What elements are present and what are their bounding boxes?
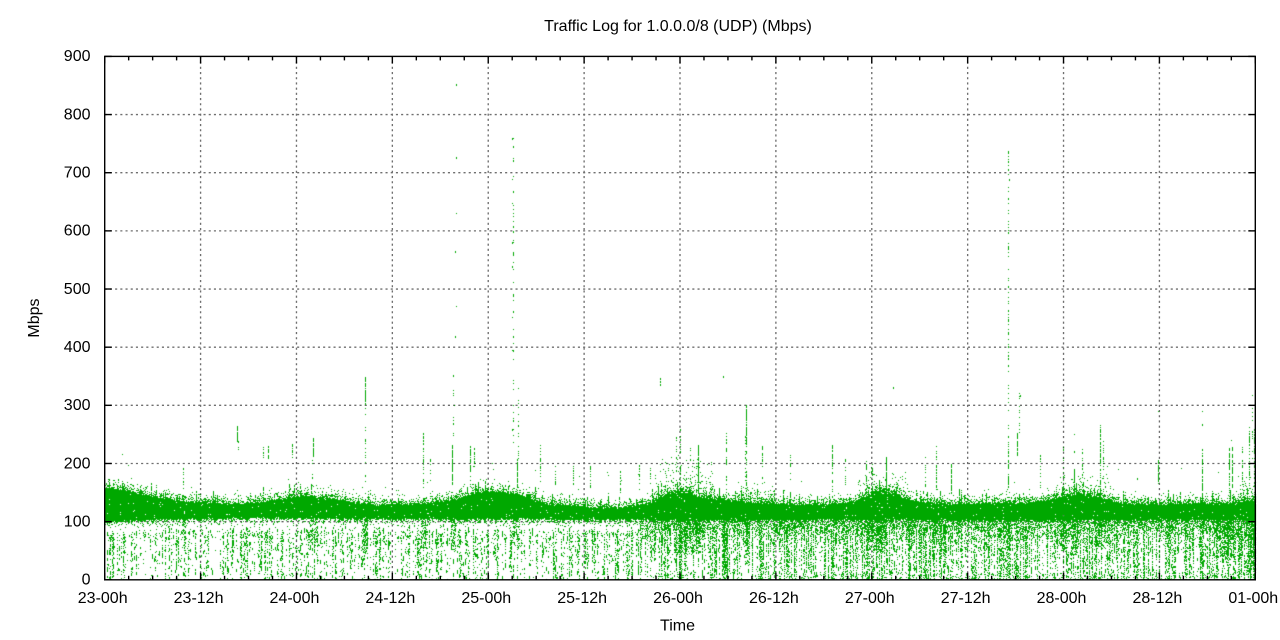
svg-text:27-00h: 27-00h	[845, 590, 895, 607]
svg-text:Time: Time	[660, 617, 695, 634]
svg-text:100: 100	[64, 513, 91, 530]
svg-text:28-00h: 28-00h	[1037, 590, 1087, 607]
svg-text:700: 700	[64, 165, 91, 182]
svg-text:28-12h: 28-12h	[1133, 590, 1183, 607]
svg-text:300: 300	[64, 397, 91, 414]
svg-text:Traffic Log for 1.0.0.0/8 (UDP: Traffic Log for 1.0.0.0/8 (UDP) (Mbps)	[544, 18, 812, 35]
svg-text:24-00h: 24-00h	[270, 590, 320, 607]
svg-text:01-00h: 01-00h	[1228, 590, 1278, 607]
svg-text:500: 500	[64, 281, 91, 298]
svg-text:900: 900	[64, 48, 91, 65]
svg-text:Mbps: Mbps	[26, 298, 43, 337]
svg-text:24-12h: 24-12h	[365, 590, 415, 607]
svg-text:26-12h: 26-12h	[749, 590, 799, 607]
svg-text:26-00h: 26-00h	[653, 590, 703, 607]
svg-text:27-12h: 27-12h	[941, 590, 991, 607]
svg-text:0: 0	[82, 572, 91, 589]
svg-text:23-12h: 23-12h	[174, 590, 224, 607]
svg-text:400: 400	[64, 339, 91, 356]
svg-text:800: 800	[64, 106, 91, 123]
svg-text:25-12h: 25-12h	[557, 590, 607, 607]
svg-text:600: 600	[64, 223, 91, 240]
svg-text:25-00h: 25-00h	[461, 590, 511, 607]
svg-text:23-00h: 23-00h	[78, 590, 128, 607]
svg-text:200: 200	[64, 455, 91, 472]
